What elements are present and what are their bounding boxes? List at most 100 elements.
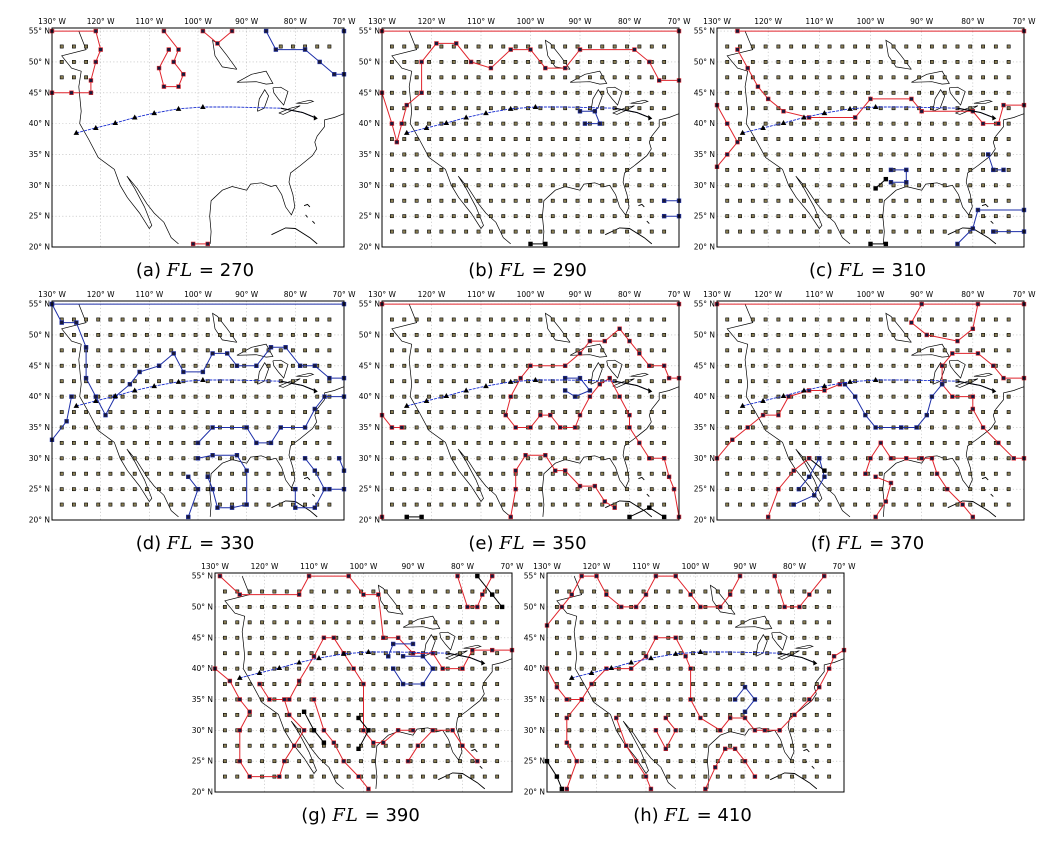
grid-point (765, 712, 770, 717)
grid-point (993, 487, 998, 492)
grid-point (242, 333, 247, 337)
grid-point (563, 333, 568, 337)
grid-point (738, 121, 742, 126)
grid-point (691, 651, 695, 656)
grid-point (563, 410, 568, 414)
grid-point (414, 394, 419, 399)
region-vertex (883, 499, 889, 504)
grid-point (814, 605, 819, 609)
grid-point (254, 348, 259, 353)
grid-point (763, 152, 768, 157)
grid-point (315, 440, 320, 445)
grid-point (625, 60, 629, 64)
grid-point (247, 682, 252, 686)
grid-point (625, 137, 629, 141)
grid-point (402, 60, 407, 64)
grid-point (649, 167, 654, 172)
grid-point (59, 410, 64, 414)
grid-point (334, 697, 339, 702)
region-vertex (604, 592, 609, 597)
grid-point (827, 682, 832, 686)
grid-point (132, 333, 137, 337)
grid-point (489, 394, 493, 399)
grid-point (802, 502, 806, 507)
trajectory-waypoint (628, 659, 634, 665)
region-vertex (627, 425, 632, 430)
grid-point (827, 44, 832, 49)
island-outline (981, 203, 989, 208)
grid-point (993, 106, 998, 111)
grid-point (181, 363, 186, 368)
grid-point (579, 589, 584, 594)
grid-point (157, 425, 161, 430)
grid-point (1006, 471, 1011, 476)
grid-point (725, 44, 730, 49)
grid-point (981, 167, 985, 172)
grid-point (968, 456, 973, 461)
grid-point (600, 410, 605, 414)
grid-point (396, 682, 401, 686)
region-vertex (460, 666, 465, 671)
panel-caption: (f) FL = 370 (695, 533, 1040, 554)
latitude-tick-label: 40° N (359, 392, 380, 401)
grid-point (371, 774, 376, 779)
grid-point (489, 456, 493, 461)
grid-point (930, 106, 934, 111)
grid-point (526, 121, 530, 126)
grid-point (777, 682, 782, 686)
grid-point (303, 317, 307, 322)
region-vertex (489, 573, 495, 579)
trajectory-waypoint (672, 650, 679, 656)
region-vertex (777, 728, 782, 733)
grid-point (802, 183, 806, 188)
grid-point (132, 394, 137, 399)
grid-point (776, 90, 781, 95)
lake-outline (278, 378, 301, 388)
latitude-tick-label: 35° N (192, 695, 213, 704)
grid-point (439, 106, 444, 111)
grid-point (157, 502, 161, 507)
grid-point (750, 90, 755, 95)
grid-point (654, 697, 658, 702)
grid-point (538, 167, 543, 172)
region-vertex (919, 301, 924, 307)
grid-point (878, 121, 883, 126)
region-vertex (752, 697, 758, 702)
grid-point (445, 759, 450, 764)
grid-point (866, 121, 870, 126)
grid-point (346, 605, 351, 609)
grid-point (278, 456, 283, 461)
region-vertex (341, 758, 346, 764)
grid-point (278, 502, 283, 507)
region-vertex (391, 641, 396, 647)
grid-point (1006, 425, 1011, 430)
grid-point (205, 333, 210, 337)
grid-point (802, 682, 807, 686)
region-vertex (688, 592, 693, 597)
grid-point (464, 317, 469, 322)
grid-point (588, 60, 592, 64)
grid-point (309, 651, 314, 656)
grid-point (402, 198, 407, 203)
grid-point (145, 502, 149, 507)
grid-point (738, 137, 742, 141)
grid-point (71, 317, 76, 322)
grid-point (891, 502, 896, 507)
grid-point (649, 425, 654, 430)
grid-point (579, 682, 584, 686)
region-boundary-blue (891, 169, 907, 183)
grid-point (451, 363, 456, 368)
grid-point (763, 379, 768, 384)
latitude-tick-label: 20° N (524, 788, 545, 797)
grid-point (814, 60, 819, 64)
grid-point (254, 471, 259, 476)
grid-point (891, 214, 896, 219)
grid-point (396, 774, 401, 779)
grid-point (315, 394, 320, 399)
grid-point (612, 410, 617, 414)
grid-point (981, 502, 985, 507)
grid-point (904, 60, 909, 64)
longitude-tick-label: 80° W (618, 290, 642, 299)
panel-tag: (h) (633, 805, 659, 826)
grid-point (563, 394, 568, 399)
